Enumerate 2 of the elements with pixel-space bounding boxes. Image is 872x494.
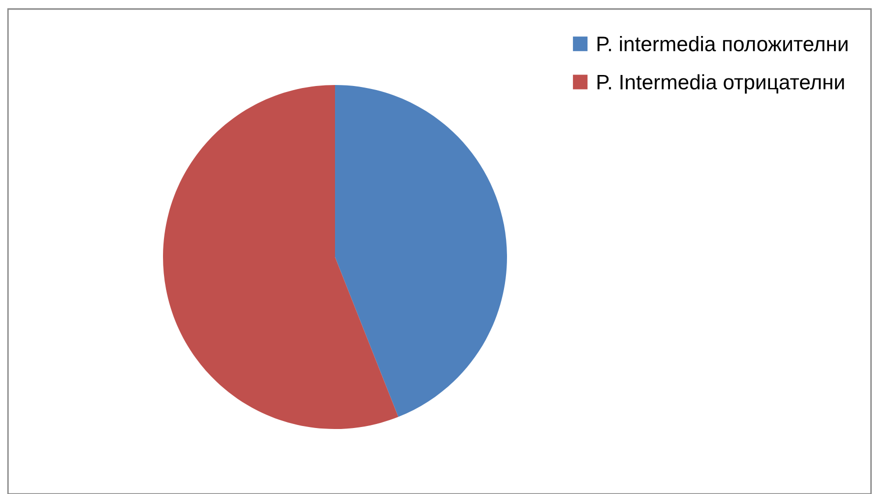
legend-label: P. Intermedia отрицателни (598, 74, 844, 94)
legend-label: P. intermedia положителни (598, 36, 848, 52)
